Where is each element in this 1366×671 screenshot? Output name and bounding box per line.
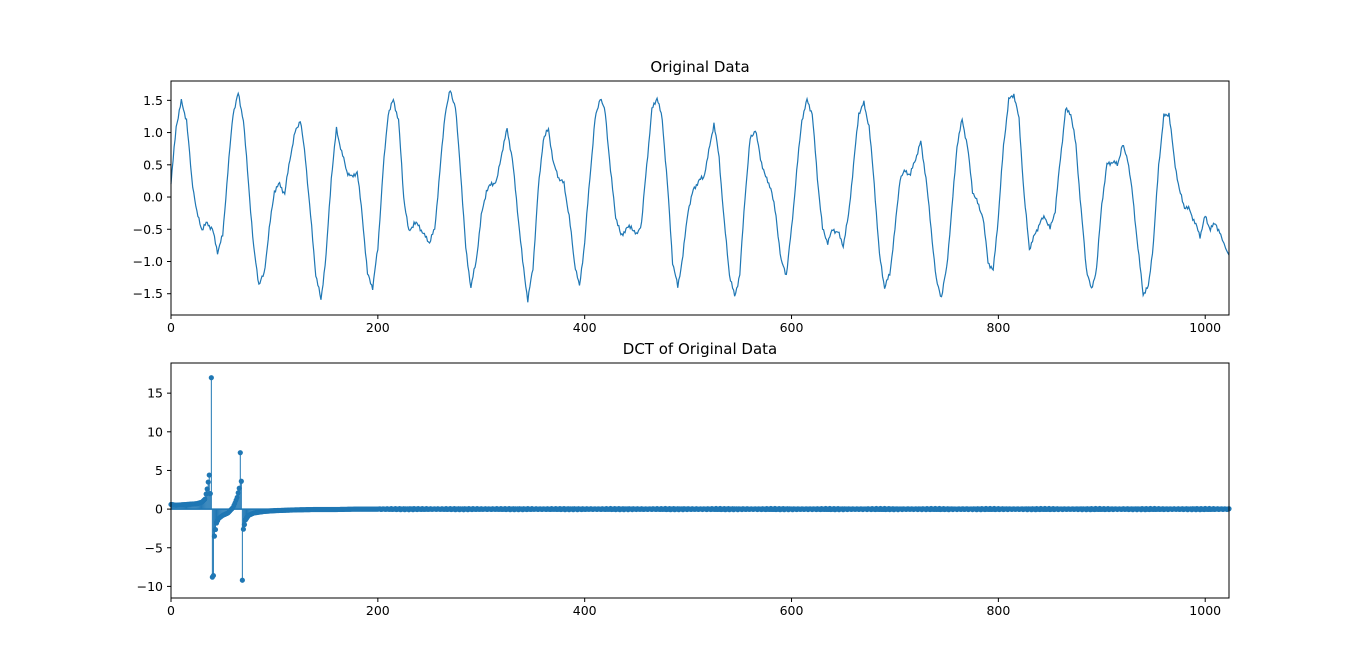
stem-marker (206, 472, 212, 478)
y-tick-label: 1.0 (143, 125, 163, 140)
chart-title-original: Original Data (650, 58, 749, 76)
x-tick-label: 400 (573, 603, 597, 618)
x-tick-label: 600 (780, 320, 804, 335)
stem-marker (211, 533, 218, 539)
y-tick-label: 15 (147, 386, 163, 401)
chart-title-dct: DCT of Original Data (623, 340, 777, 358)
axes-dct: 0 200 400 600 800 1000 −10 −5 0 5 10 15 (137, 386, 1222, 618)
x-tick-label: 800 (986, 603, 1010, 618)
stem-marker (207, 491, 213, 497)
x-tick-label: 200 (366, 603, 390, 618)
y-tick-label: −0.5 (133, 222, 163, 237)
stem-marker (208, 375, 214, 381)
series-stems-dct (168, 375, 1232, 583)
plot-frame-dct (170, 362, 1230, 599)
y-tick-label: −1.0 (133, 254, 163, 269)
y-tick-label: 1.5 (143, 93, 163, 108)
x-tick-label: 0 (167, 603, 175, 618)
y-tick-label: −10 (137, 579, 163, 594)
series-line-original (170, 90, 1230, 303)
stem-marker (212, 526, 219, 533)
x-tick-label: 600 (780, 603, 804, 618)
y-tick-label: 10 (147, 424, 163, 439)
x-tick-label: 400 (573, 320, 597, 335)
y-tick-label: −1.5 (133, 286, 163, 301)
x-tick-label: 800 (986, 320, 1010, 335)
y-tick-label: 0.0 (143, 190, 163, 205)
y-tick-label: 5 (155, 463, 163, 478)
y-tick-label: −5 (145, 540, 163, 555)
stem-marker (240, 526, 246, 532)
stem-marker (238, 478, 244, 484)
x-tick-label: 200 (366, 320, 390, 335)
x-tick-label: 1000 (1189, 320, 1221, 335)
x-tick-label: 0 (167, 320, 175, 335)
plot-dct: DCT of Original Data 0 200 400 600 800 1000 −1… (137, 340, 1232, 618)
x-tick-label: 1000 (1189, 603, 1221, 618)
stem-marker (239, 577, 245, 583)
axes-original: 0 200 400 600 800 1000 −1.5 −1.0 −0.5 0.0 0.5 1.0 1.… (133, 93, 1222, 335)
stem-marker (205, 479, 211, 485)
stem-marker (237, 450, 243, 456)
plot-original-data: Original Data 0 200 400 600 800 1000 −1.5 −1.0 −… (133, 58, 1230, 335)
stem-marker (210, 572, 217, 579)
y-tick-label: 0 (155, 502, 163, 517)
stem-marker (241, 521, 248, 528)
plot-frame-original (170, 80, 1230, 316)
y-tick-label: 0.5 (143, 157, 163, 172)
